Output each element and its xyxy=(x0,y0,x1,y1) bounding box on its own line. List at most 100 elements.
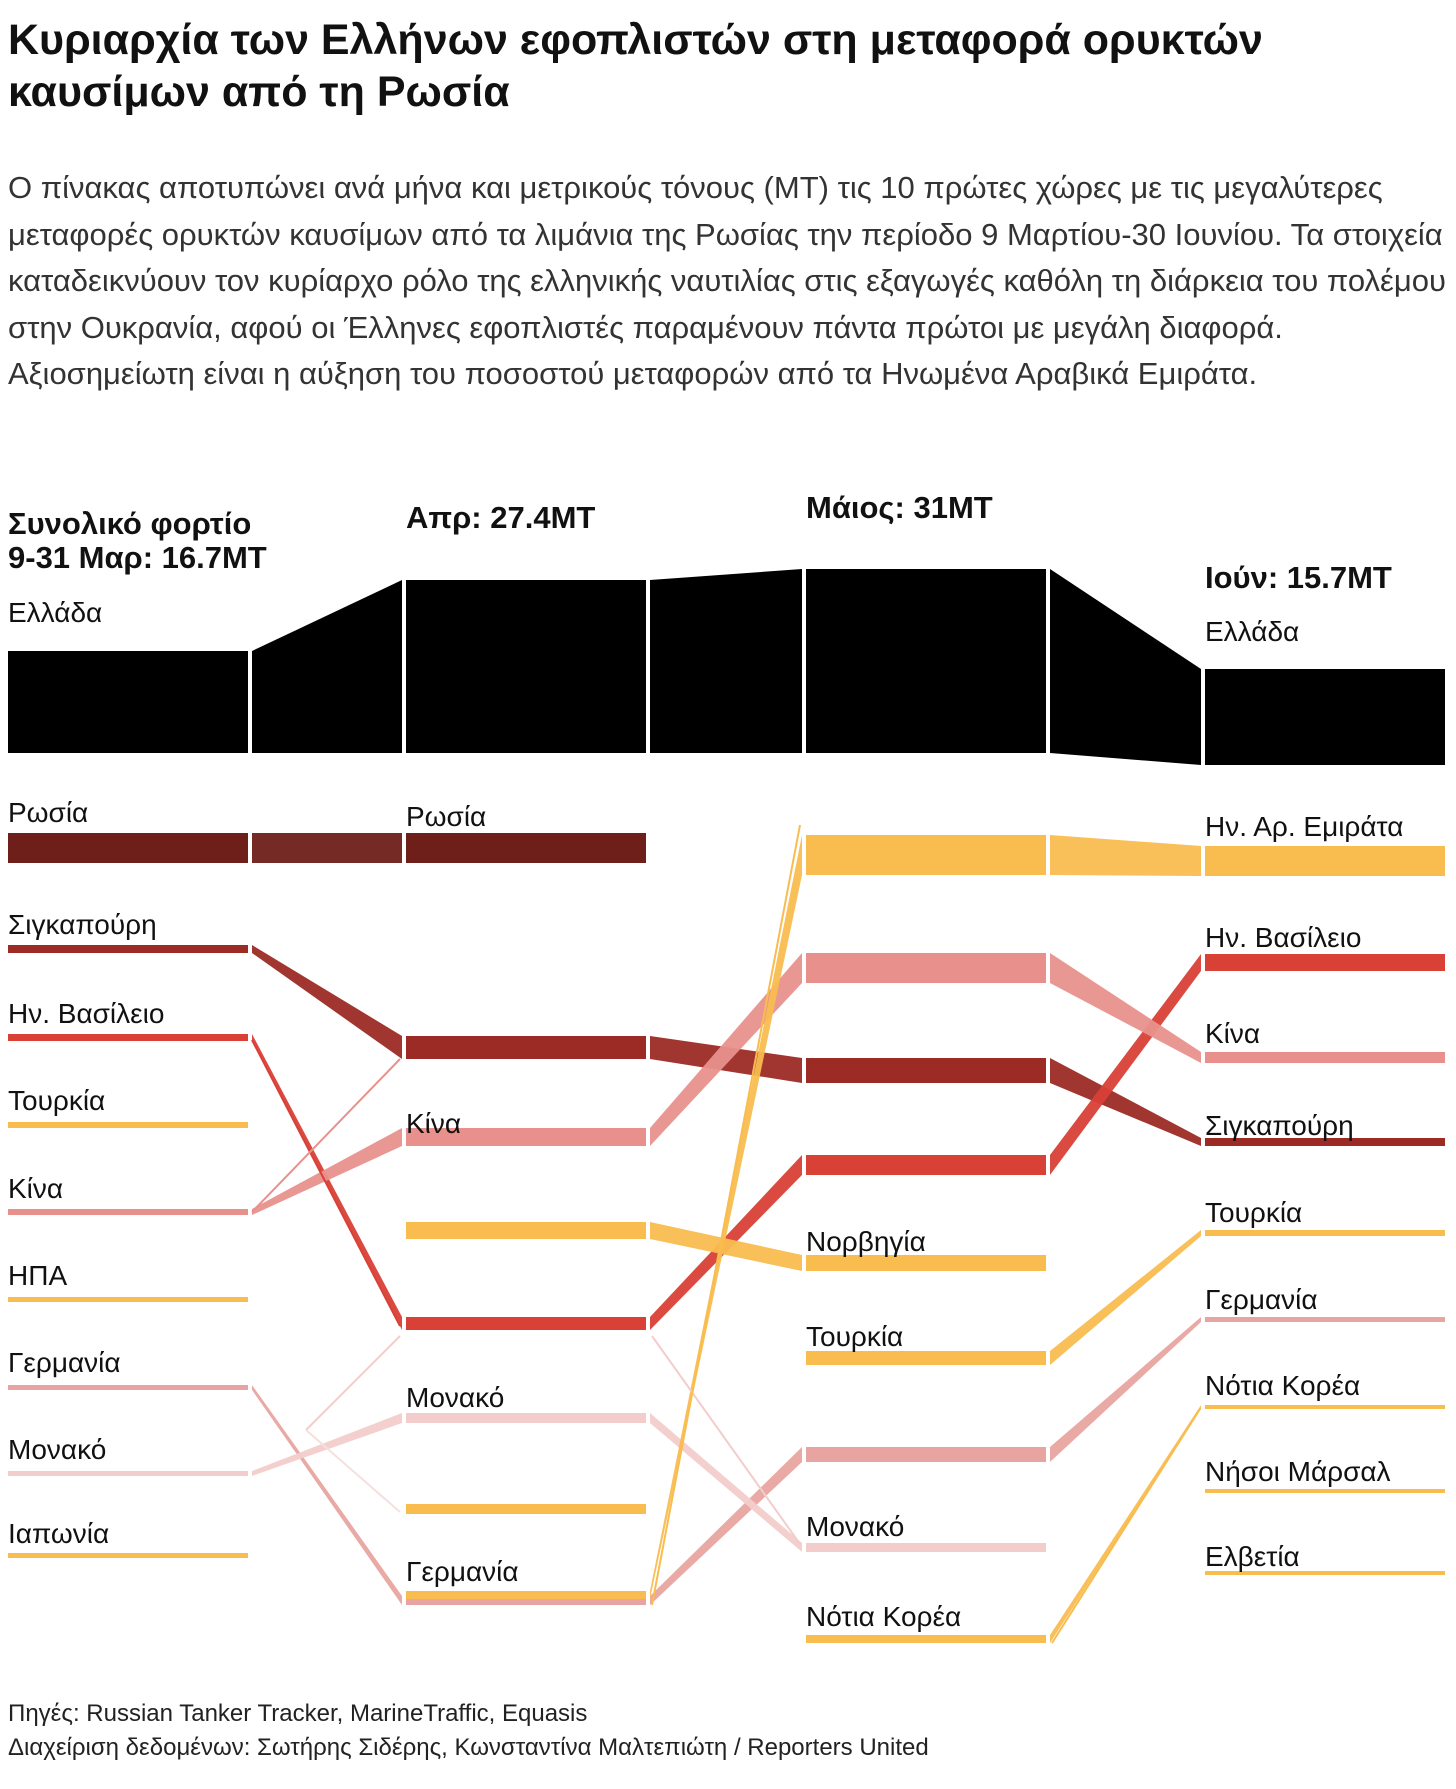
thin-link-monaco xyxy=(305,1335,401,1431)
bar xyxy=(1205,1571,1445,1575)
bar xyxy=(8,833,248,863)
period-header: 9-31 Μαρ: 16.7MT xyxy=(8,540,267,575)
thin-link-uae xyxy=(651,824,801,1606)
period-header: Ιούν: 15.7MT xyxy=(1205,560,1392,595)
flow-connector xyxy=(252,1413,402,1476)
bar xyxy=(806,569,1046,753)
series-label: Μονακό xyxy=(806,1511,904,1542)
series-label: Ελλάδα xyxy=(8,597,102,628)
flow-connector xyxy=(650,1447,802,1605)
flow-connector xyxy=(252,833,402,863)
flow-connector xyxy=(1050,953,1201,1063)
flow-connector xyxy=(650,953,802,1146)
series-label: Γερμανία xyxy=(1205,1284,1318,1315)
bar xyxy=(406,1128,646,1146)
series-label: Ην. Αρ. Εμιράτα xyxy=(1205,811,1403,842)
series-label: Ην. Βασίλειο xyxy=(8,998,164,1029)
bar xyxy=(406,833,646,863)
period-header: Απρ: 27.4MT xyxy=(406,500,595,535)
period-header: Μάιος: 31MT xyxy=(806,490,993,525)
series-label: Κίνα xyxy=(1205,1018,1260,1049)
series-label: Νορβηγία xyxy=(806,1226,926,1257)
flow-connector xyxy=(252,1128,402,1215)
bar xyxy=(8,1297,248,1302)
series-label: ΗΠΑ xyxy=(8,1260,67,1291)
bar xyxy=(1205,669,1445,765)
bar xyxy=(8,1034,248,1041)
series-label: Κίνα xyxy=(406,1108,461,1139)
series-label: Γερμανία xyxy=(8,1347,121,1378)
series-label: Γερμανία xyxy=(406,1556,519,1587)
footer: Πηγές: Russian Tanker Tracker, MarineTra… xyxy=(8,1697,1448,1765)
bar xyxy=(8,945,248,953)
bar xyxy=(806,1543,1046,1552)
series-label: Ελλάδα xyxy=(1205,616,1299,647)
chart-subtitle: Ο πίνακας αποτυπώνει ανά μήνα και μετρικ… xyxy=(8,170,1446,391)
sources-note: Πηγές: Russian Tanker Tracker, MarineTra… xyxy=(8,1700,588,1727)
bar xyxy=(8,1553,248,1558)
series-label: Τουρκία xyxy=(1205,1197,1302,1228)
series-label: Σιγκαπούρη xyxy=(8,909,157,940)
series-label: Νότια Κορέα xyxy=(1205,1370,1360,1401)
bar xyxy=(406,1036,646,1059)
bar xyxy=(1205,846,1445,876)
flow-connector xyxy=(1050,1058,1201,1146)
bar xyxy=(1205,1230,1445,1236)
bar xyxy=(806,1351,1046,1365)
series-label: Μονακό xyxy=(8,1434,106,1465)
bar xyxy=(406,1413,646,1423)
bar xyxy=(1205,1405,1445,1409)
bar xyxy=(8,1385,248,1390)
flow-connector xyxy=(1050,1405,1201,1643)
bar xyxy=(8,1209,248,1215)
bar xyxy=(8,1122,248,1128)
series-label: Σιγκαπούρη xyxy=(1205,1110,1354,1141)
thin-link-uk xyxy=(251,1039,401,1327)
flow-connector xyxy=(252,580,402,753)
thin-link-china xyxy=(251,1058,401,1213)
flow-connector xyxy=(1050,1317,1201,1462)
flow-connector xyxy=(1050,569,1201,765)
series-label: Νότια Κορέα xyxy=(806,1601,961,1632)
bar xyxy=(806,1635,1046,1643)
flow-connector xyxy=(650,569,802,753)
bar xyxy=(406,1596,646,1605)
flow-connector xyxy=(650,1222,802,1271)
flow-connector xyxy=(1050,835,1201,876)
flow-connector xyxy=(1050,954,1201,1175)
period-header: Συνολικό φορτίο xyxy=(8,506,251,541)
bar xyxy=(806,1447,1046,1462)
series-label: Τουρκία xyxy=(8,1085,105,1116)
flow-connector xyxy=(252,945,402,1059)
flow-connector xyxy=(1050,1230,1201,1365)
bar xyxy=(1205,1052,1445,1063)
bar xyxy=(406,580,646,753)
bar xyxy=(406,1591,646,1599)
bar xyxy=(1205,954,1445,971)
bar xyxy=(1205,1489,1445,1493)
bar xyxy=(806,953,1046,983)
series-label: Ην. Βασίλειο xyxy=(1205,922,1361,953)
bar xyxy=(1205,1138,1445,1146)
chart-title: Κυριαρχία των Ελλήνων εφοπλιστών στη μετ… xyxy=(8,16,1263,116)
series-label: Τουρκία xyxy=(806,1321,903,1352)
series-label: Ρωσία xyxy=(8,797,88,828)
series-label: Ελβετία xyxy=(1205,1541,1300,1572)
series-label: Ιαπωνία xyxy=(8,1518,109,1549)
series-label: Νήσοι Μάρσαλ xyxy=(1205,1456,1391,1487)
credits-note: Διαχείριση δεδομένων: Σωτήρης Σιδέρης, Κ… xyxy=(8,1734,929,1761)
bar xyxy=(406,1222,646,1239)
flow-connector xyxy=(650,1413,802,1552)
thin-link-korea xyxy=(1051,1408,1201,1644)
bar xyxy=(806,1058,1046,1083)
bar xyxy=(806,1155,1046,1175)
bar xyxy=(806,1255,1046,1271)
thin-link-germany xyxy=(305,1429,401,1513)
series-label: Ρωσία xyxy=(406,801,486,832)
thin-link-monaco-may xyxy=(651,1335,801,1545)
flow-connector xyxy=(252,1385,402,1605)
bar xyxy=(8,651,248,753)
series-label: Μονακό xyxy=(406,1382,504,1413)
bar xyxy=(806,835,1046,875)
